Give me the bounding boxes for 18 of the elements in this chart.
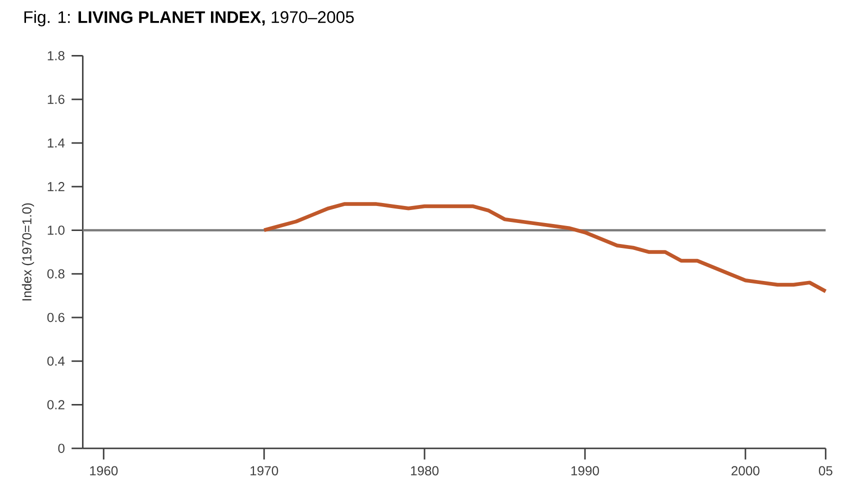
- y-tick-label: 0.2: [47, 400, 64, 410]
- y-tick-label: 1.6: [48, 94, 64, 104]
- y-tick-label: 1.4: [48, 138, 65, 148]
- y-tick-label: 0.6: [47, 312, 64, 322]
- x-tick-label: 1990: [571, 466, 599, 476]
- x-tick-label: 1980: [411, 466, 439, 476]
- y-tick-label: 0: [58, 444, 64, 454]
- x-tick-label: 05: [818, 466, 832, 476]
- y-tick-label: 1.8: [48, 51, 64, 60]
- y-tick-label: 0.8: [47, 269, 64, 279]
- y-tick-label: 1.2: [48, 182, 64, 192]
- y-tick-label: 1.0: [48, 226, 65, 235]
- chart-title: Fig. 1: LIVING PLANET INDEX, 1970–2005: [24, 10, 354, 26]
- y-axis-title: Index (1970=1.0): [22, 203, 34, 300]
- x-tick-label: 2000: [732, 466, 760, 476]
- x-tick-label: 1970: [250, 466, 278, 476]
- y-tick-label: 0.4: [47, 356, 65, 366]
- x-tick-label: 1960: [90, 466, 118, 476]
